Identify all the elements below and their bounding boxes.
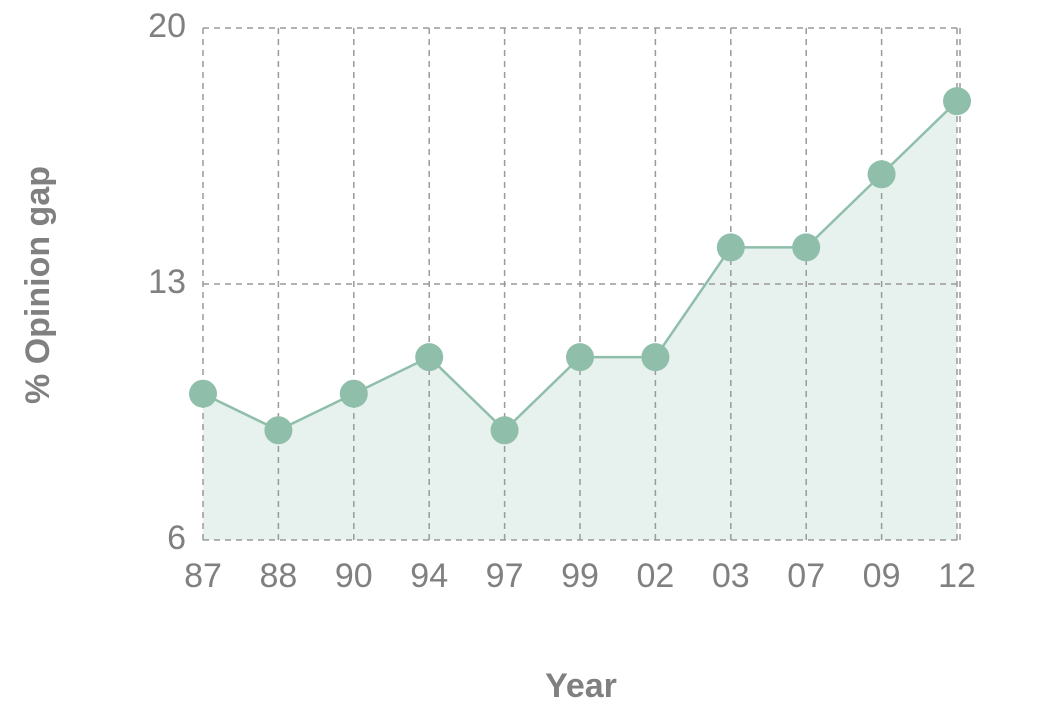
marker bbox=[566, 343, 594, 372]
x-tick-label: 02 bbox=[636, 557, 674, 595]
marker bbox=[867, 160, 896, 189]
x-tick-label: 09 bbox=[863, 557, 901, 595]
x-axis-title: Year bbox=[545, 667, 617, 705]
marker bbox=[641, 343, 670, 372]
x-tick-label: 87 bbox=[184, 557, 222, 595]
marker bbox=[339, 379, 368, 408]
area bbox=[203, 101, 957, 541]
x-tick-label: 12 bbox=[938, 557, 976, 595]
x-tick-label: 03 bbox=[712, 557, 750, 595]
y-tick-label: 6 bbox=[167, 519, 186, 557]
x-tick-label: 88 bbox=[259, 557, 297, 595]
x-tick-label: 94 bbox=[410, 557, 448, 595]
marker bbox=[189, 379, 217, 408]
y-tick-label: 13 bbox=[148, 263, 186, 301]
marker bbox=[792, 233, 821, 262]
x-tick-label: 90 bbox=[335, 557, 373, 595]
marker bbox=[716, 233, 745, 262]
y-tick-label: 20 bbox=[148, 7, 186, 45]
x-tick-label: 07 bbox=[787, 557, 825, 595]
marker bbox=[943, 87, 971, 116]
y-axis-title: % Opinion gap bbox=[19, 166, 57, 404]
marker bbox=[415, 343, 444, 372]
x-tick-label: 97 bbox=[486, 557, 524, 595]
marker bbox=[490, 416, 519, 445]
marker bbox=[264, 416, 293, 445]
x-tick-label: 99 bbox=[561, 557, 599, 595]
